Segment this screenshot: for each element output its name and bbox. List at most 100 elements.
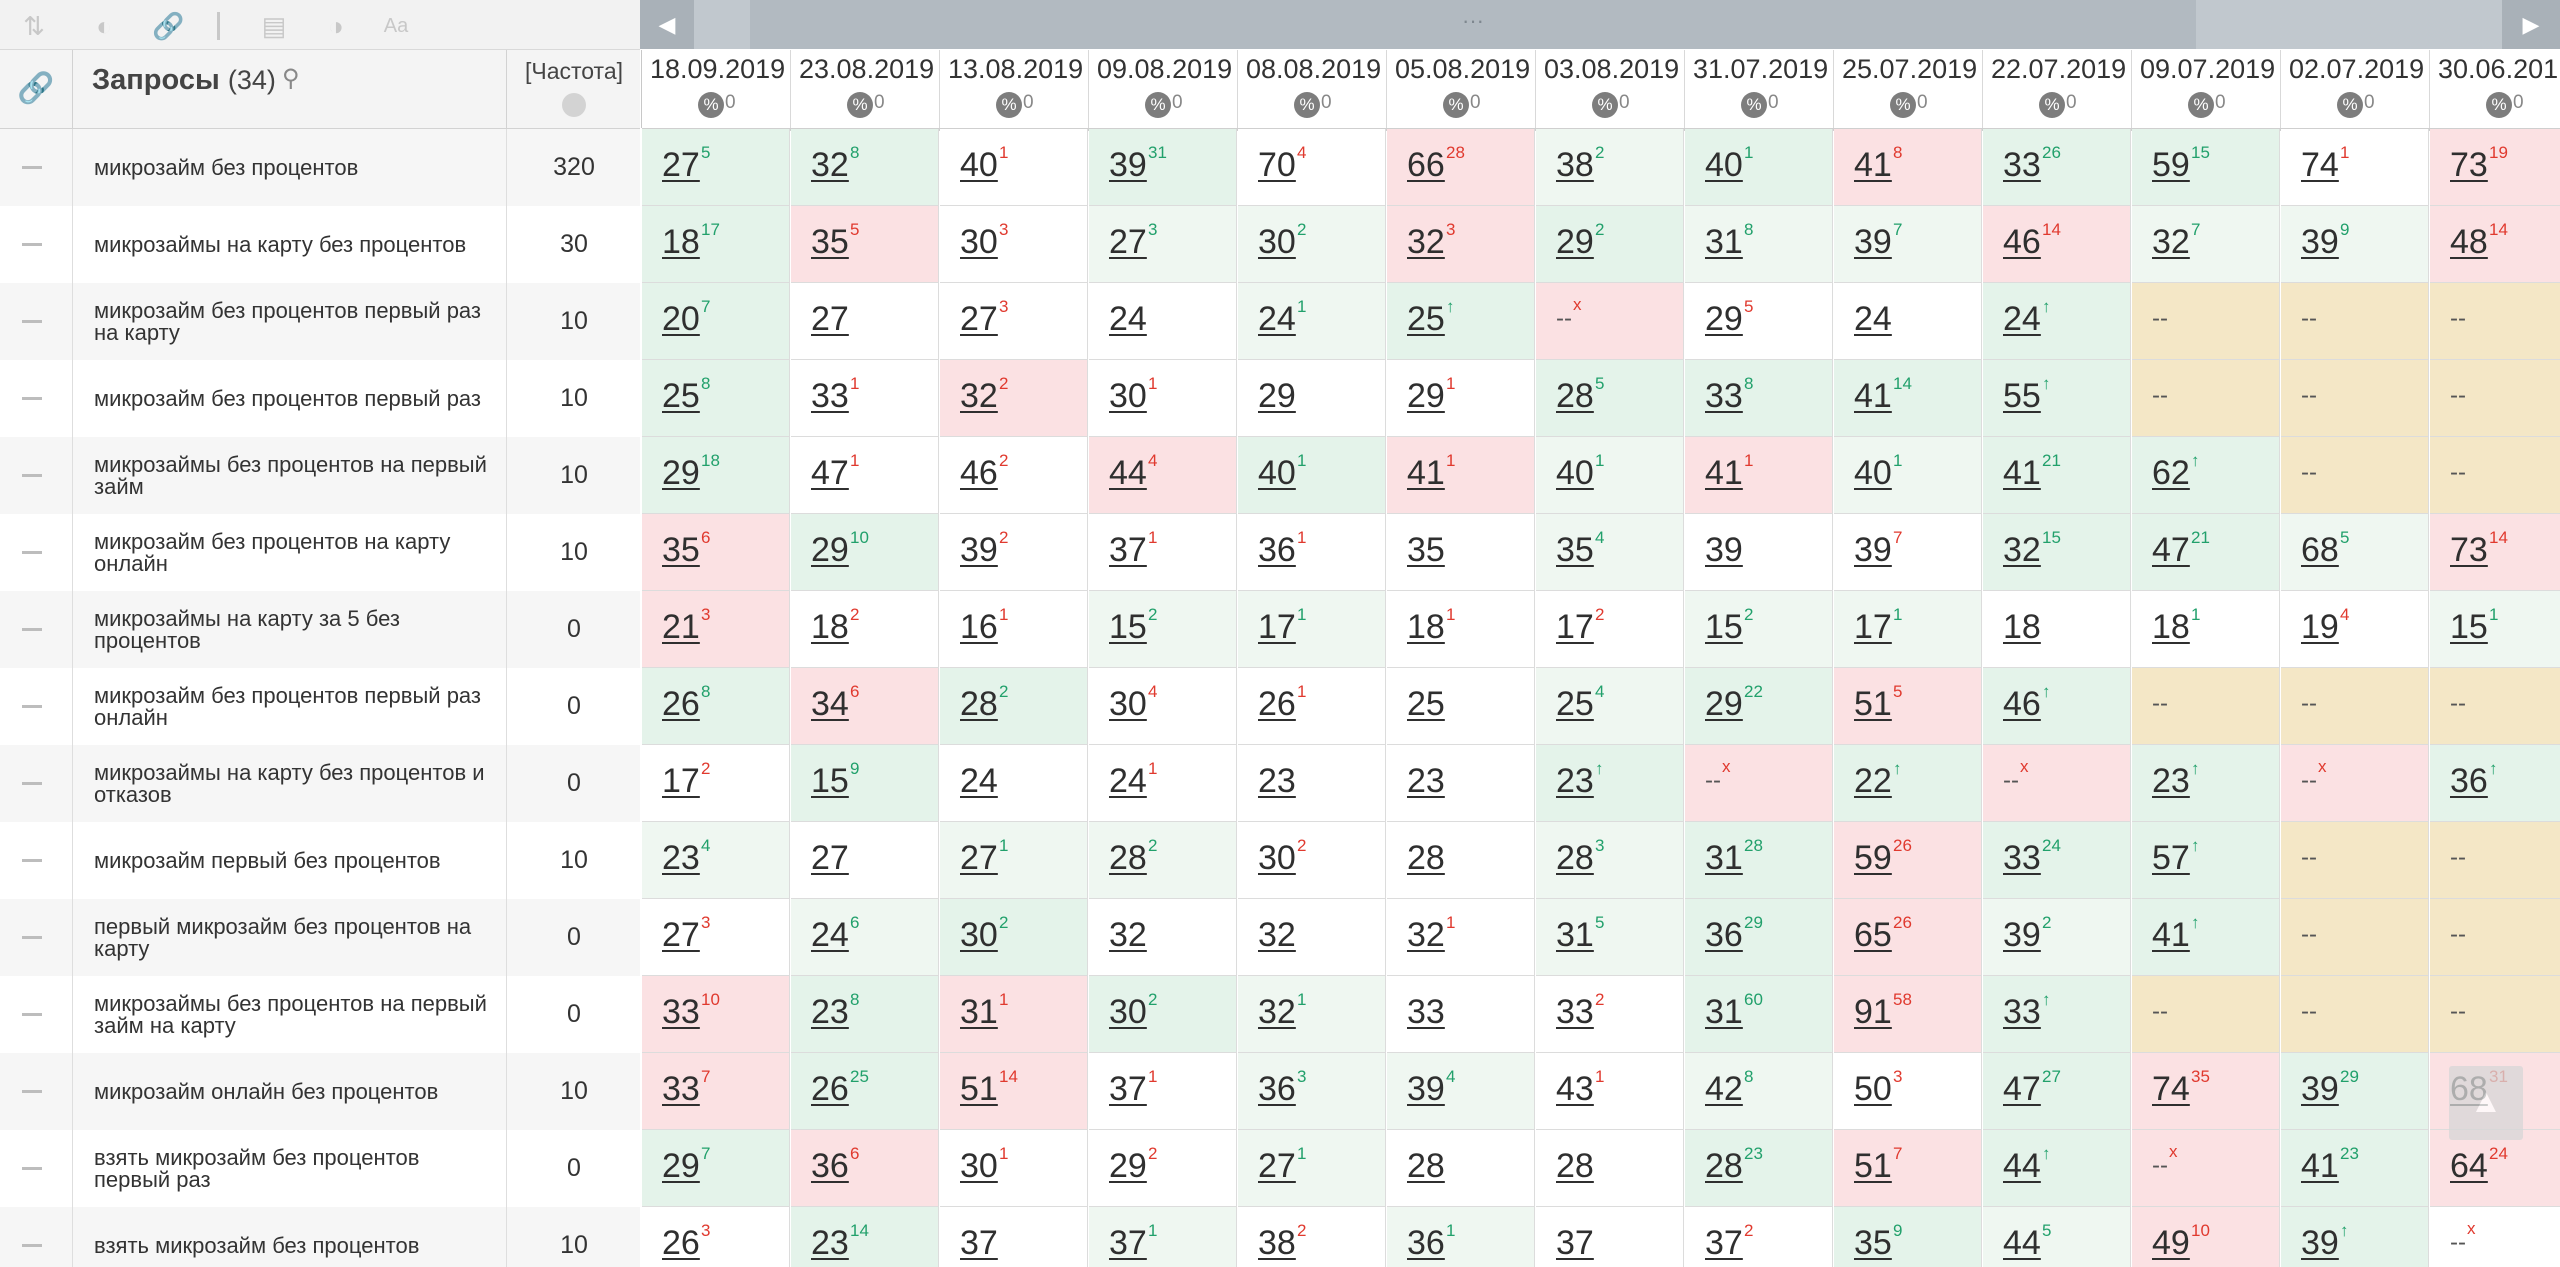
position-link[interactable]: 31 bbox=[1705, 223, 1743, 261]
position-link[interactable]: 91 bbox=[1854, 993, 1892, 1031]
position-link[interactable]: 25 bbox=[662, 377, 700, 415]
position-link[interactable]: 18 bbox=[811, 608, 849, 646]
date-label[interactable]: 25.07.2019 bbox=[1842, 54, 1978, 84]
position-link[interactable]: 74 bbox=[2301, 146, 2339, 184]
date-label[interactable]: 08.08.2019 bbox=[1246, 54, 1382, 84]
position-link[interactable]: 29 bbox=[662, 1147, 700, 1185]
position-link[interactable]: 29 bbox=[1407, 377, 1445, 415]
position-link[interactable]: 22 bbox=[1854, 762, 1892, 800]
position-link[interactable]: 33 bbox=[1407, 993, 1445, 1031]
position-link[interactable]: 37 bbox=[1109, 531, 1147, 569]
position-link[interactable]: 29 bbox=[1705, 685, 1743, 723]
row-toggle[interactable] bbox=[0, 360, 73, 437]
row-toggle[interactable] bbox=[0, 437, 73, 514]
row-toggle[interactable] bbox=[0, 129, 73, 206]
position-link[interactable]: 39 bbox=[2301, 223, 2339, 261]
date-column-header[interactable]: 03.08.2019% 0 bbox=[1536, 50, 1685, 128]
position-link[interactable]: 44 bbox=[2003, 1147, 2041, 1185]
position-link[interactable]: 40 bbox=[960, 146, 998, 184]
position-link[interactable]: 28 bbox=[960, 685, 998, 723]
position-link[interactable]: 39 bbox=[960, 531, 998, 569]
position-link[interactable]: 44 bbox=[2003, 1224, 2041, 1262]
position-link[interactable]: 32 bbox=[2152, 223, 2190, 261]
position-link[interactable]: 20 bbox=[662, 300, 700, 338]
date-column-header[interactable]: 09.08.2019% 0 bbox=[1089, 50, 1238, 128]
position-link[interactable]: 15 bbox=[811, 762, 849, 800]
date-label[interactable]: 05.08.2019 bbox=[1395, 54, 1531, 84]
date-column-header[interactable]: 09.07.2019% 0 bbox=[2132, 50, 2281, 128]
horizontal-scrollbar[interactable]: ◀ ··· ▶ bbox=[640, 0, 2560, 49]
position-link[interactable]: 32 bbox=[2003, 531, 2041, 569]
position-link[interactable]: 32 bbox=[1109, 916, 1147, 954]
date-label[interactable]: 31.07.2019 bbox=[1693, 54, 1829, 84]
position-link[interactable]: 36 bbox=[1705, 916, 1743, 954]
position-link[interactable]: 29 bbox=[1109, 1147, 1147, 1185]
position-link[interactable]: 21 bbox=[662, 608, 700, 646]
position-link[interactable]: 36 bbox=[1407, 1224, 1445, 1262]
date-label[interactable]: 09.08.2019 bbox=[1097, 54, 1233, 84]
position-link[interactable]: 23 bbox=[2152, 762, 2190, 800]
position-link[interactable]: 43 bbox=[1556, 1070, 1594, 1108]
position-link[interactable]: 39 bbox=[2301, 1224, 2339, 1262]
position-link[interactable]: 37 bbox=[960, 1224, 998, 1262]
position-link[interactable]: 18 bbox=[2152, 608, 2190, 646]
position-link[interactable]: 41 bbox=[1705, 454, 1743, 492]
link-icon[interactable]: 🔗 bbox=[0, 50, 73, 128]
position-link[interactable]: 33 bbox=[1556, 993, 1594, 1031]
date-label[interactable]: 22.07.2019 bbox=[1991, 54, 2127, 84]
position-link[interactable]: 33 bbox=[2003, 839, 2041, 877]
position-link[interactable]: 28 bbox=[1407, 839, 1445, 877]
date-column-header[interactable]: 22.07.2019% 0 bbox=[1983, 50, 2132, 128]
position-link[interactable]: 30 bbox=[1109, 685, 1147, 723]
position-link[interactable]: 24 bbox=[811, 916, 849, 954]
position-link[interactable]: 39 bbox=[1109, 146, 1147, 184]
date-label[interactable]: 18.09.2019 bbox=[650, 54, 786, 84]
date-label[interactable]: 23.08.2019 bbox=[799, 54, 935, 84]
position-link[interactable]: 23 bbox=[811, 1224, 849, 1262]
position-link[interactable]: 40 bbox=[1705, 146, 1743, 184]
position-link[interactable]: 23 bbox=[1407, 762, 1445, 800]
position-link[interactable]: 40 bbox=[1258, 454, 1296, 492]
date-label[interactable]: 30.06.201 bbox=[2438, 54, 2559, 84]
position-link[interactable]: 23 bbox=[811, 993, 849, 1031]
position-link[interactable]: 28 bbox=[1556, 839, 1594, 877]
position-link[interactable]: 34 bbox=[811, 685, 849, 723]
position-link[interactable]: 26 bbox=[662, 685, 700, 723]
row-toggle[interactable] bbox=[0, 1130, 73, 1207]
position-link[interactable]: 36 bbox=[811, 1147, 849, 1185]
position-link[interactable]: 24 bbox=[1109, 300, 1147, 338]
position-link[interactable]: 30 bbox=[960, 1147, 998, 1185]
position-link[interactable]: 25 bbox=[1556, 685, 1594, 723]
position-link[interactable]: 24 bbox=[2003, 300, 2041, 338]
position-link[interactable]: 26 bbox=[662, 1224, 700, 1262]
position-link[interactable]: 27 bbox=[960, 300, 998, 338]
toggle-icon[interactable]: ◐ bbox=[96, 11, 112, 41]
position-link[interactable]: 24 bbox=[1854, 300, 1892, 338]
position-link[interactable]: 30 bbox=[1258, 223, 1296, 261]
position-link[interactable]: 23 bbox=[1556, 762, 1594, 800]
position-link[interactable]: 30 bbox=[960, 916, 998, 954]
row-toggle[interactable] bbox=[0, 976, 73, 1053]
position-link[interactable]: 39 bbox=[1854, 531, 1892, 569]
position-link[interactable]: 36 bbox=[1258, 1070, 1296, 1108]
scroll-right-button[interactable]: ▶ bbox=[2502, 0, 2560, 49]
position-link[interactable]: 31 bbox=[1556, 916, 1594, 954]
position-link[interactable]: 42 bbox=[1705, 1070, 1743, 1108]
position-link[interactable]: 15 bbox=[1109, 608, 1147, 646]
position-link[interactable]: 38 bbox=[1258, 1224, 1296, 1262]
date-column-header[interactable]: 30.06.201% 0 bbox=[2430, 50, 2560, 128]
position-link[interactable]: 19 bbox=[2301, 608, 2339, 646]
position-link[interactable]: 55 bbox=[2003, 377, 2041, 415]
position-link[interactable]: 29 bbox=[662, 454, 700, 492]
position-link[interactable]: 35 bbox=[662, 531, 700, 569]
date-label[interactable]: 09.07.2019 bbox=[2140, 54, 2276, 84]
position-link[interactable]: 68 bbox=[2301, 531, 2339, 569]
position-link[interactable]: 30 bbox=[1109, 993, 1147, 1031]
position-link[interactable]: 46 bbox=[2003, 223, 2041, 261]
position-link[interactable]: 32 bbox=[1407, 223, 1445, 261]
position-link[interactable]: 24 bbox=[1109, 762, 1147, 800]
position-link[interactable]: 47 bbox=[2003, 1070, 2041, 1108]
date-label[interactable]: 02.07.2019 bbox=[2289, 54, 2425, 84]
position-link[interactable]: 33 bbox=[2003, 993, 2041, 1031]
row-toggle[interactable] bbox=[0, 206, 73, 283]
